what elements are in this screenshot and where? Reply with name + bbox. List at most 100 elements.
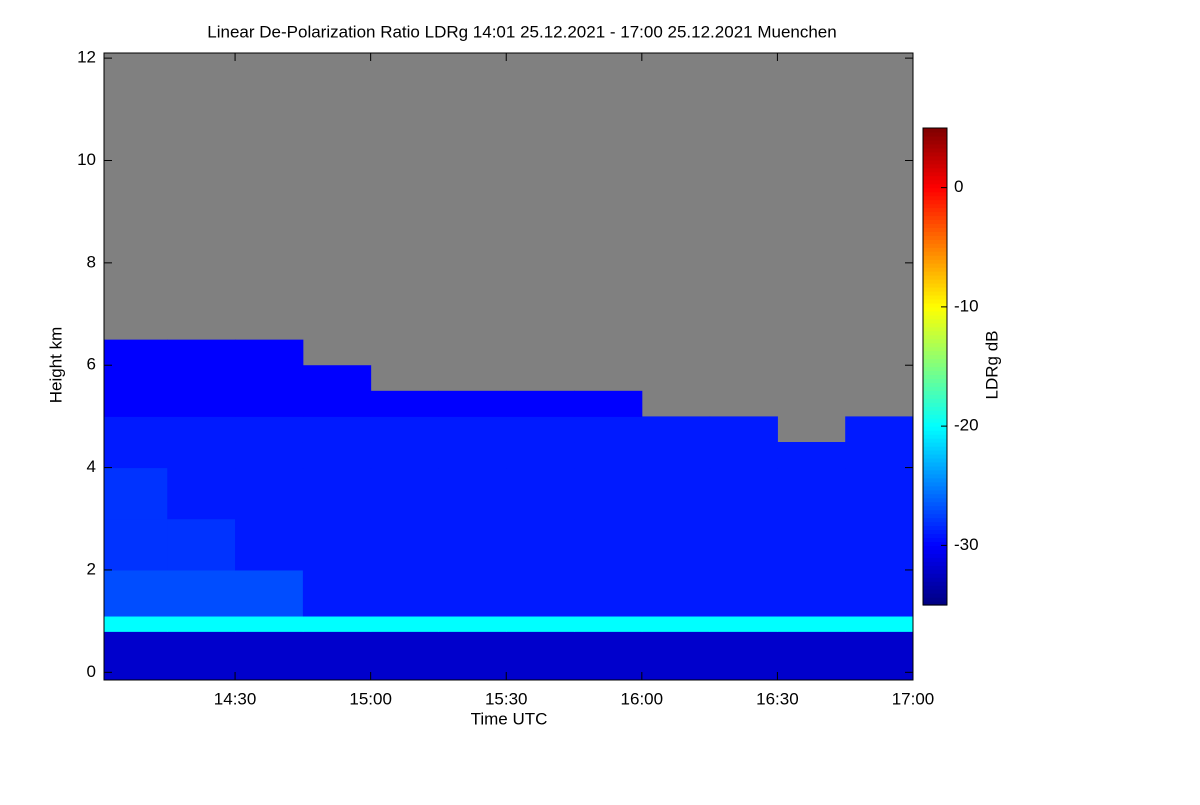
colorbar-step: [923, 581, 947, 586]
x-tick-label: 16:30: [756, 689, 799, 708]
y-tick-label: 0: [87, 662, 96, 681]
colorbar-tick-label: 0: [954, 177, 963, 196]
colorbar-step: [923, 366, 947, 372]
x-tick-label: 16:00: [621, 689, 664, 708]
x-tick-label: 15:30: [485, 689, 528, 708]
colorbar-step: [923, 187, 947, 193]
colorbar-step: [923, 497, 947, 503]
colorbar-step: [923, 430, 947, 435]
y-axis-label: Height km: [46, 327, 65, 404]
heatmap-cell: [370, 616, 439, 632]
colorbar-step: [923, 163, 947, 169]
colorbar-step: [923, 135, 947, 141]
colorbar-step: [923, 565, 947, 570]
heatmap-cell: [104, 390, 168, 417]
heatmap-cell: [370, 518, 439, 571]
heatmap-cell: [777, 616, 846, 632]
colorbar-step: [923, 505, 947, 511]
y-tick-label: 2: [87, 559, 96, 578]
plot-frame: [103, 52, 914, 681]
heatmap-cell: [574, 416, 643, 443]
heatmap-cell: [438, 616, 507, 632]
heatmap-cell: [709, 416, 778, 443]
heatmap-cell: [104, 631, 168, 681]
colorbar-step: [923, 461, 947, 467]
heatmap-cell: [235, 390, 304, 417]
heatmap-cell: [574, 390, 643, 417]
heatmap-cell: [235, 416, 304, 443]
heatmap-cell: [167, 416, 236, 443]
heatmap-cell: [438, 441, 507, 469]
heatmap-cell: [104, 518, 168, 571]
colorbar-step: [923, 334, 947, 340]
heatmap-cell: [167, 518, 236, 571]
heatmap-cell: [370, 390, 439, 417]
colorbar-step: [923, 235, 947, 240]
x-tick-label: 15:00: [349, 689, 392, 708]
heatmap-cell: [167, 365, 236, 392]
colorbar-step: [923, 442, 947, 447]
colorbar-step: [923, 557, 947, 562]
colorbar-step: [923, 533, 947, 539]
x-tick-label: 14:30: [214, 689, 257, 708]
colorbar-step: [923, 553, 947, 558]
y-tick-label: 6: [87, 355, 96, 374]
heatmap-cell: [104, 365, 168, 392]
heatmap-cell: [302, 616, 372, 632]
colorbar-step: [923, 231, 947, 236]
heatmap-cell: [167, 631, 236, 681]
heatmap-cell: [709, 467, 778, 520]
colorbar-step: [923, 477, 947, 483]
heatmap-cell: [302, 569, 372, 617]
colorbar-step: [923, 302, 947, 308]
heatmap-cell: [574, 467, 643, 520]
heatmap-cell: [709, 631, 778, 681]
colorbar-step: [923, 509, 947, 515]
heatmap-cell: [235, 441, 304, 469]
colorbar-step: [923, 422, 947, 427]
heatmap-cell: [574, 631, 643, 681]
colorbar-step: [923, 394, 947, 399]
heatmap-cell: [438, 569, 507, 617]
colorbar-step: [923, 195, 947, 201]
colorbar-step: [923, 585, 947, 590]
heatmap-cell: [641, 569, 711, 617]
colorbar-step: [923, 438, 947, 443]
heatmap-cell: [845, 616, 914, 632]
colorbar-step: [923, 283, 947, 288]
colorbar-step: [923, 465, 947, 471]
colorbar-step: [923, 306, 947, 312]
colorbar-step: [923, 493, 947, 499]
heatmap-cell: [845, 631, 914, 681]
heatmap-cell: [709, 616, 778, 632]
colorbar-tick-label: -30: [954, 535, 979, 554]
colorbar-step: [923, 223, 947, 228]
colorbar-step: [923, 521, 947, 527]
colorbar-step: [923, 569, 947, 574]
colorbar-step: [923, 143, 947, 149]
colorbar-step: [923, 525, 947, 531]
heatmap-cell: [438, 416, 507, 443]
colorbar-step: [923, 314, 947, 320]
colorbar-step: [923, 322, 947, 328]
heatmap-cell: [104, 467, 168, 520]
colorbar-step: [923, 318, 947, 324]
heatmap-cell: [104, 441, 168, 469]
colorbar-step: [923, 203, 947, 209]
colorbar-step: [923, 426, 947, 431]
colorbar-step: [923, 362, 947, 368]
colorbar-step: [923, 179, 947, 185]
heatmap-cell: [235, 569, 304, 617]
colorbar-step: [923, 227, 947, 232]
heatmap-cell: [370, 441, 439, 469]
colorbar-step: [923, 290, 947, 296]
colorbar-step: [923, 561, 947, 566]
colorbar-step: [923, 573, 947, 578]
colorbar-step: [923, 597, 947, 602]
colorbar-step: [923, 155, 947, 161]
colorbar-step: [923, 354, 947, 360]
colorbar-step: [923, 513, 947, 519]
colorbar-step: [923, 207, 947, 213]
x-tick-label: 17:00: [892, 689, 935, 708]
colorbar-step: [923, 255, 947, 260]
